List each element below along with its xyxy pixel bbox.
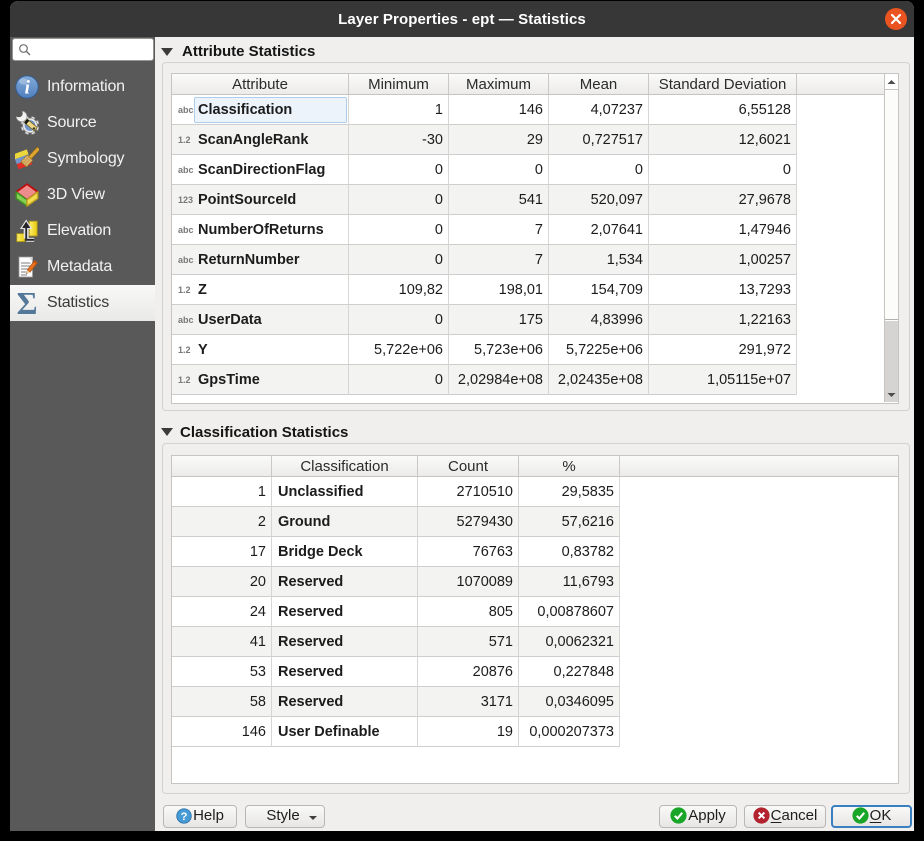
svg-text:i: i — [25, 78, 31, 99]
svg-text:?: ? — [181, 810, 188, 822]
